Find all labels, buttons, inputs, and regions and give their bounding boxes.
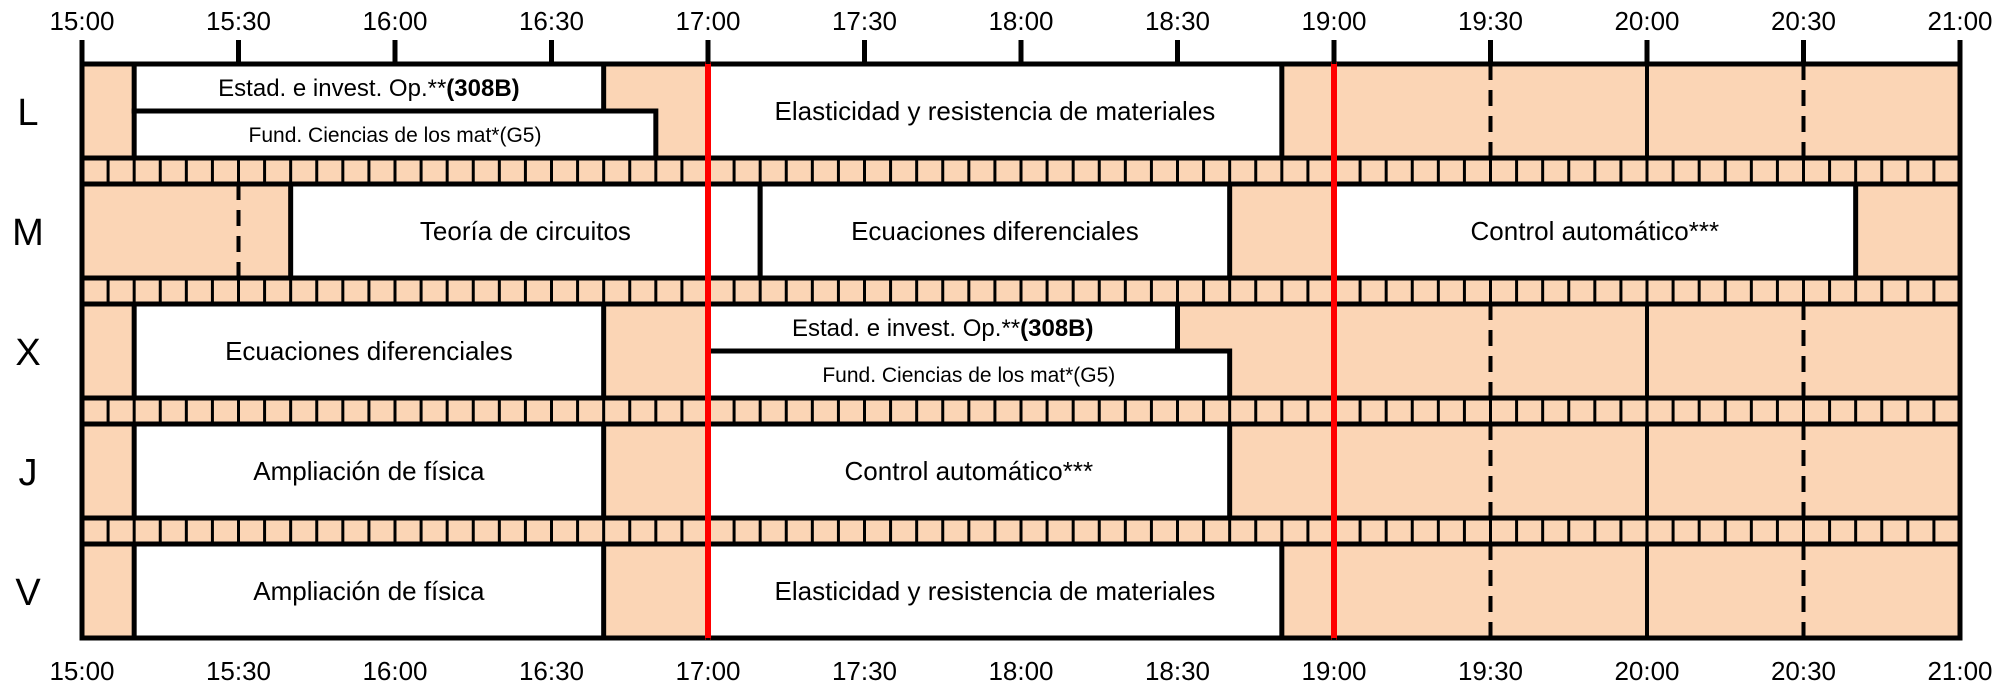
course-box [1331,181,1859,281]
course-name: Ampliación de física [253,576,485,606]
course-block: Ecuaciones diferenciales [757,181,1233,281]
bottom-tick-label: 15:30 [206,656,271,686]
course-box [131,61,607,114]
top-tick-label: 16:00 [362,6,427,36]
course-label: Fund. Ciencias de los mat*(G5) [822,364,1115,387]
bottom-tick-label: 20:30 [1771,656,1836,686]
course-name: Ecuaciones diferenciales [225,336,513,366]
course-block: Fund. Ciencias de los mat*(G5) [705,348,1233,401]
course-block: Estad. e invest. Op.**(308B) [705,301,1180,354]
course-block: Fund. Ciencias de los mat*(G5) [131,108,659,161]
course-block: Ampliación de física [131,541,607,641]
bottom-tick-label: 16:00 [362,656,427,686]
top-tick-label: 20:00 [1614,6,1679,36]
course-name: Fund. Ciencias de los mat*(G5) [822,364,1115,387]
course-label: Teoría de circuitos [420,216,631,246]
course-name: Control automático*** [1471,216,1720,246]
course-name: Ecuaciones diferenciales [851,216,1139,246]
course-name: Control automático*** [845,456,1094,486]
course-label: Estad. e invest. Op.**(308B) [218,75,519,102]
bottom-tick-label: 18:00 [988,656,1053,686]
top-tick-label: 20:30 [1771,6,1836,36]
course-box [131,541,607,641]
course-blocks: Estad. e invest. Op.**(308B)Fund. Cienci… [131,61,1859,641]
course-room: (308B) [446,75,519,102]
top-tick-label: 19:00 [1301,6,1366,36]
course-block: Teoría de circuitos [288,181,763,281]
course-label: Ampliación de física [253,456,485,486]
top-tick-label: 17:30 [832,6,897,36]
time-markers [705,62,1337,640]
bottom-tick-label: 17:30 [832,656,897,686]
day-label-J: J [19,452,38,494]
course-block: Ampliación de física [131,421,607,521]
course-block: Ecuaciones diferenciales [131,301,607,401]
course-block: Control automático*** [705,421,1233,521]
course-box [757,181,1233,281]
course-box [131,421,607,521]
course-name: Elasticidad y resistencia de materiales [775,576,1216,606]
top-tick-label: 15:30 [206,6,271,36]
course-block: Elasticidad y resistencia de materiales [705,61,1285,161]
course-label: Ampliación de física [253,576,485,606]
bottom-tick-label: 16:30 [519,656,584,686]
day-label-M: M [12,212,44,254]
course-box [131,301,607,401]
course-box [705,348,1233,401]
day-label-V: V [15,572,41,614]
course-name: Ampliación de física [253,456,485,486]
day-labels: L M X J V [12,92,44,614]
course-name: Elasticidad y resistencia de materiales [775,96,1216,126]
day-label-L: L [17,92,38,134]
bottom-tick-label: 20:00 [1614,656,1679,686]
course-label: Ecuaciones diferenciales [851,216,1139,246]
course-name: Estad. e invest. Op.** [218,75,446,102]
course-block: Estad. e invest. Op.**(308B) [131,61,607,114]
top-tick-label: 18:30 [1145,6,1210,36]
course-label: Control automático*** [845,456,1094,486]
course-label: Estad. e invest. Op.**(308B) [792,315,1093,342]
bottom-tick-label: 19:00 [1301,656,1366,686]
bottom-tick-label: 17:00 [675,656,740,686]
course-block: Control automático*** [1331,181,1859,281]
bottom-tick-label: 19:30 [1458,656,1523,686]
course-name: Estad. e invest. Op.** [792,315,1020,342]
top-tick-label: 21:00 [1927,6,1992,36]
course-block: Elasticidad y resistencia de materiales [705,541,1285,641]
course-label: Fund. Ciencias de los mat*(G5) [249,124,542,147]
course-label: Elasticidad y resistencia de materiales [775,96,1216,126]
top-tick-label: 16:30 [519,6,584,36]
course-name: Fund. Ciencias de los mat*(G5) [249,124,542,147]
course-label: Control automático*** [1471,216,1720,246]
top-tick-label: 17:00 [675,6,740,36]
top-tick-label: 18:00 [988,6,1053,36]
course-label: Ecuaciones diferenciales [225,336,513,366]
bottom-tick-label: 21:00 [1927,656,1992,686]
course-room: (308B) [1020,315,1093,342]
bottom-tick-label: 15:00 [49,656,114,686]
course-label: Elasticidad y resistencia de materiales [775,576,1216,606]
time-axes: 15:00 15:00 15:30 15:30 16:00 16:00 16:30 16:30… [49,6,1992,686]
top-tick-label: 19:30 [1458,6,1523,36]
course-box [131,108,659,161]
course-name: Teoría de circuitos [420,216,631,246]
top-tick-label: 15:00 [49,6,114,36]
day-label-X: X [15,332,40,374]
course-box [705,61,1285,161]
bottom-tick-label: 18:30 [1145,656,1210,686]
